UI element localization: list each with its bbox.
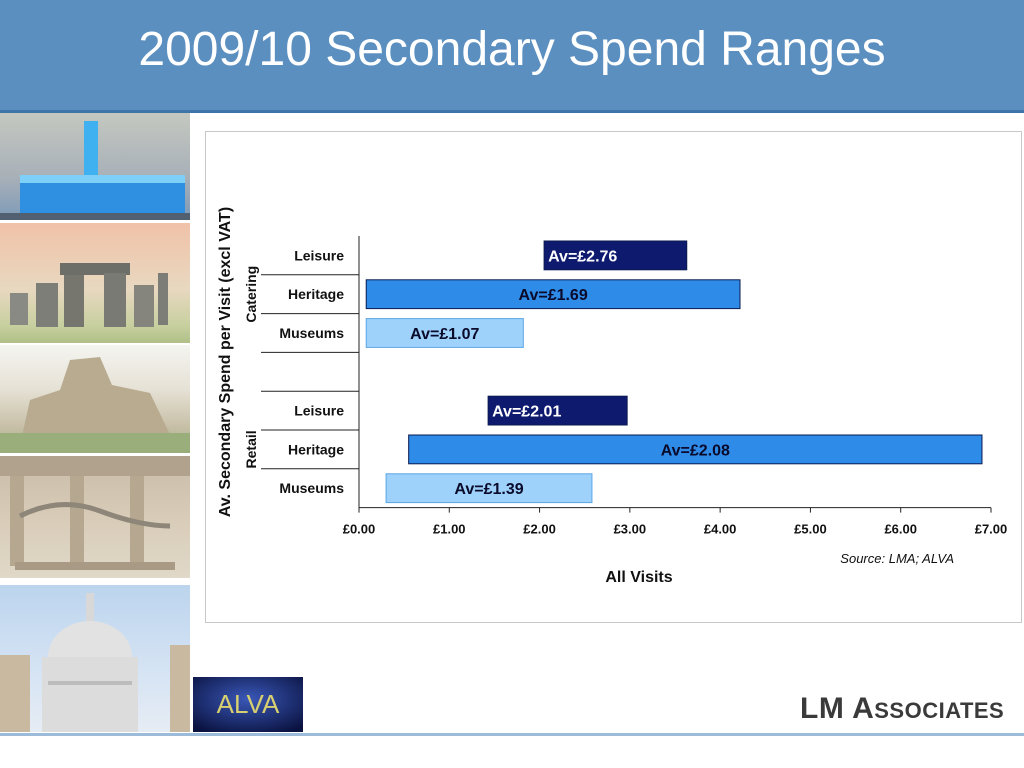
x-tick-label: £4.00: [704, 522, 737, 537]
range-bar: [365, 279, 741, 310]
range-bar: [408, 434, 983, 465]
category-label: Museums: [279, 480, 344, 496]
category-label: Museums: [279, 325, 344, 341]
category-label: Leisure: [294, 403, 344, 419]
range-bar: [385, 473, 593, 504]
range-bar: [365, 318, 524, 348]
x-tick-label: £7.00: [975, 522, 1008, 537]
st-pauls-photo: [0, 585, 190, 732]
category-label: Leisure: [294, 247, 344, 263]
source-note: Source: LMA; ALVA: [840, 551, 954, 566]
x-tick-label: £0.00: [343, 522, 376, 537]
group-label: Retail: [243, 430, 259, 468]
header-divider: [0, 110, 1024, 113]
castle-photo: [0, 345, 190, 453]
data-label: Av=£1.69: [518, 287, 587, 304]
data-label: Av=£2.76: [548, 248, 617, 265]
tate-modern-photo: [0, 113, 190, 220]
x-tick-label: £5.00: [794, 522, 827, 537]
footer-divider: [0, 733, 1024, 736]
data-label: Av=£2.08: [661, 442, 730, 459]
range-bar-chart: Av. Secondary Spend per Visit (excl VAT)…: [217, 207, 1008, 586]
data-label: Av=£2.01: [492, 404, 561, 421]
data-label: Av=£1.39: [454, 481, 523, 498]
lm-associates-logo: LM ASSOCIATES: [800, 692, 1005, 725]
chart-panel: Av. Secondary Spend per Visit (excl VAT)…: [205, 131, 1022, 623]
data-label: Av=£1.07: [410, 326, 479, 343]
range-bar: [487, 395, 628, 426]
x-tick-label: £3.00: [614, 522, 647, 537]
category-label: Heritage: [288, 441, 344, 457]
group-label: Catering: [243, 266, 259, 323]
y-axis-label: Av. Secondary Spend per Visit (excl VAT): [217, 207, 234, 517]
slide-title: 2009/10 Secondary Spend Ranges: [138, 23, 886, 76]
x-tick-label: £6.00: [884, 522, 917, 537]
alva-logo-text: ALVA: [217, 689, 280, 719]
x-tick-label: £2.00: [523, 522, 556, 537]
x-axis-label: All Visits: [605, 569, 672, 586]
alva-logo: ALVA: [193, 677, 303, 732]
museum-hall-photo: [0, 456, 190, 578]
range-bar: [543, 240, 688, 271]
stonehenge-photo: [0, 223, 190, 343]
category-label: Heritage: [288, 286, 344, 302]
x-tick-label: £1.00: [433, 522, 466, 537]
slide-header: [0, 0, 1024, 110]
